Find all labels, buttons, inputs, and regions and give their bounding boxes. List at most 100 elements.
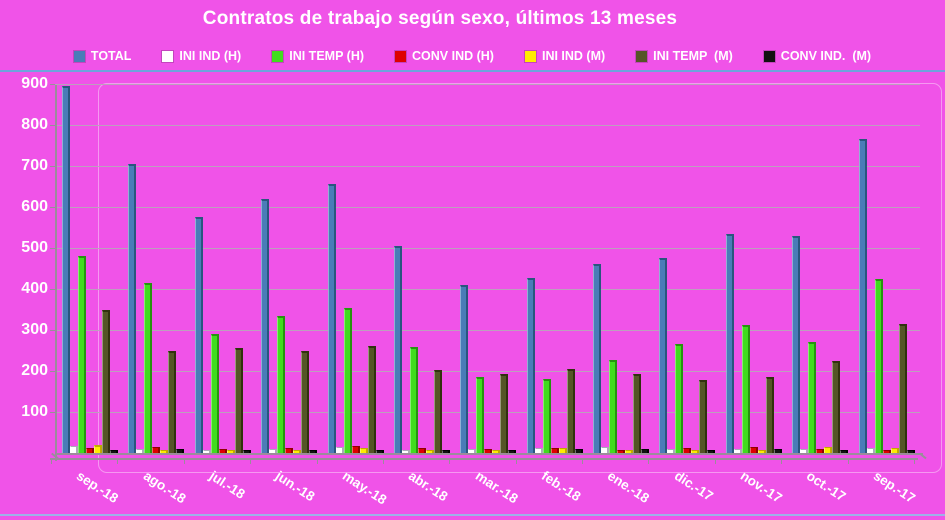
bar-conv-ind-m-sep-17 bbox=[906, 449, 915, 453]
bar-ini-ind-h-nov-17 bbox=[733, 448, 742, 453]
bar-ini-ind-m-sep-17 bbox=[890, 448, 899, 453]
bar-conv-ind-h-nov-17 bbox=[749, 446, 758, 453]
legend-label: CONV IND (H) bbox=[412, 49, 494, 63]
bar-ini-temp-h-feb-18 bbox=[542, 379, 551, 453]
y-tick-300 bbox=[50, 330, 55, 331]
bar-ini-temp-m-oct-17 bbox=[832, 360, 841, 453]
y-axis-label-800: 800 bbox=[21, 116, 48, 133]
bar-total-jul-18 bbox=[194, 217, 203, 453]
y-tick-500 bbox=[50, 248, 55, 249]
y-tick-800 bbox=[50, 125, 55, 126]
bar-ini-ind-h-feb-18 bbox=[534, 448, 543, 453]
chart-title: Contratos de trabajo según sexo, últimos… bbox=[202, 8, 678, 29]
gridline-700 bbox=[55, 166, 920, 167]
x-axis-label-feb-18: feb.-18 bbox=[538, 468, 584, 505]
gridline-600 bbox=[55, 207, 920, 208]
x-axis-label-oct-17: oct.-17 bbox=[804, 468, 849, 505]
bar-ini-ind-m-jun-18 bbox=[293, 449, 302, 453]
bar-conv-ind-m-feb-18 bbox=[574, 448, 583, 453]
bar-ini-ind-m-abr-18 bbox=[425, 449, 434, 453]
x-axis-label-sep-17: sep.-17 bbox=[870, 468, 918, 506]
x-tick-5 bbox=[382, 459, 384, 464]
bar-total-abr-18 bbox=[393, 245, 402, 453]
x-axis-label-ene-18: ene.-18 bbox=[605, 468, 653, 506]
bar-ini-temp-m-jun-18 bbox=[301, 350, 310, 453]
x-tick-2 bbox=[183, 459, 185, 464]
bar-total-mar-18 bbox=[460, 284, 469, 453]
bar-ini-temp-h-jun-18 bbox=[277, 315, 286, 453]
bar-ini-temp-h-ene-18 bbox=[609, 359, 618, 453]
legend-label: CONV IND. (M) bbox=[780, 49, 872, 63]
bar-total-may-18 bbox=[327, 184, 336, 453]
legend-label: INI TEMP (M) bbox=[653, 49, 733, 63]
gridline-800 bbox=[55, 125, 920, 126]
top-divider bbox=[0, 70, 945, 72]
gridline-400 bbox=[55, 289, 920, 290]
bar-ini-ind-h-may-18 bbox=[335, 447, 344, 453]
bar-ini-ind-h-jun-18 bbox=[269, 448, 278, 453]
x-axis-label-may-18: may.-18 bbox=[339, 468, 390, 508]
x-axis-back-edge bbox=[55, 453, 923, 455]
legend-swatch-ini-ind-h bbox=[162, 50, 174, 62]
bar-total-oct-17 bbox=[792, 235, 801, 453]
bar-ini-ind-h-sep-17 bbox=[866, 448, 875, 453]
legend-label: TOTAL bbox=[90, 49, 132, 63]
x-tick-3 bbox=[250, 459, 252, 464]
x-tick-1 bbox=[117, 459, 119, 464]
gridline-500 bbox=[55, 248, 920, 249]
bar-ini-ind-m-nov-17 bbox=[757, 449, 766, 453]
x-tick-0 bbox=[51, 459, 52, 464]
bar-ini-ind-h-ene-18 bbox=[601, 447, 610, 453]
y-axis-label-700: 700 bbox=[21, 157, 48, 174]
bar-ini-temp-m-sep-18 bbox=[102, 309, 110, 453]
bar-ini-temp-m-may-18 bbox=[367, 345, 376, 453]
bar-ini-temp-m-sep-17 bbox=[898, 323, 907, 453]
bar-ini-temp-m-jul-18 bbox=[234, 347, 243, 453]
bar-conv-ind-m-dic-17 bbox=[707, 449, 716, 453]
legend-label: INI TEMP (H) bbox=[289, 49, 365, 63]
bar-conv-ind-m-ene-18 bbox=[641, 448, 650, 453]
x-tick-9 bbox=[648, 459, 650, 464]
bar-ini-ind-m-may-18 bbox=[359, 448, 368, 453]
x-axis-label-mar-18: mar.-18 bbox=[472, 468, 521, 507]
bar-ini-temp-h-oct-17 bbox=[808, 342, 817, 453]
bar-ini-temp-h-mar-18 bbox=[476, 377, 485, 453]
bar-ini-ind-m-mar-18 bbox=[492, 449, 501, 453]
bar-conv-ind-h-oct-17 bbox=[816, 448, 825, 453]
x-axis-label-nov-17: nov.-17 bbox=[737, 468, 785, 506]
bar-ini-temp-h-may-18 bbox=[343, 308, 352, 453]
x-tick-6 bbox=[449, 459, 451, 464]
x-tick-11 bbox=[781, 459, 783, 464]
bar-conv-ind-m-oct-17 bbox=[840, 449, 849, 453]
gridline-100 bbox=[55, 412, 920, 413]
bar-ini-ind-h-ago-18 bbox=[136, 448, 145, 453]
bar-total-dic-17 bbox=[659, 258, 668, 453]
bar-conv-ind-m-may-18 bbox=[375, 449, 384, 453]
x-tick-10 bbox=[714, 459, 716, 464]
legend-label: INI IND (M) bbox=[541, 49, 606, 63]
bar-conv-ind-m-nov-17 bbox=[773, 448, 782, 453]
bar-conv-ind-h-abr-18 bbox=[417, 448, 426, 453]
legend-item-conv-ind-m: CONV IND. (M) bbox=[763, 49, 872, 63]
bar-conv-ind-h-ene-18 bbox=[617, 449, 626, 453]
bar-ini-temp-h-nov-17 bbox=[741, 325, 750, 453]
bar-ini-ind-h-jul-18 bbox=[202, 449, 211, 453]
bar-conv-ind-m-jun-18 bbox=[309, 449, 318, 453]
gridline-900 bbox=[55, 84, 920, 85]
x-axis-label-sep-18: sep.-18 bbox=[74, 468, 122, 506]
legend-swatch-conv-ind-h bbox=[395, 50, 407, 62]
bar-conv-ind-m-ago-18 bbox=[176, 448, 185, 453]
bar-ini-temp-m-nov-17 bbox=[765, 376, 774, 453]
legend-item-total: TOTAL bbox=[73, 49, 132, 63]
legend-item-ini-temp-h: INI TEMP (H) bbox=[272, 49, 364, 63]
y-axis-label-100: 100 bbox=[21, 403, 48, 420]
legend-item-ini-temp-m: INI TEMP (M) bbox=[636, 49, 733, 63]
legend-swatch-ini-temp-m bbox=[636, 50, 648, 62]
legend-swatch-ini-temp-h bbox=[272, 50, 284, 62]
bar-conv-ind-h-may-18 bbox=[351, 445, 360, 453]
bar-conv-ind-m-sep-18 bbox=[110, 449, 118, 453]
bar-ini-temp-m-abr-18 bbox=[433, 370, 442, 453]
legend: TOTAL INI IND (H) INI TEMP (H) CONV IND (H)… bbox=[0, 46, 945, 66]
gridline-300 bbox=[55, 330, 920, 331]
